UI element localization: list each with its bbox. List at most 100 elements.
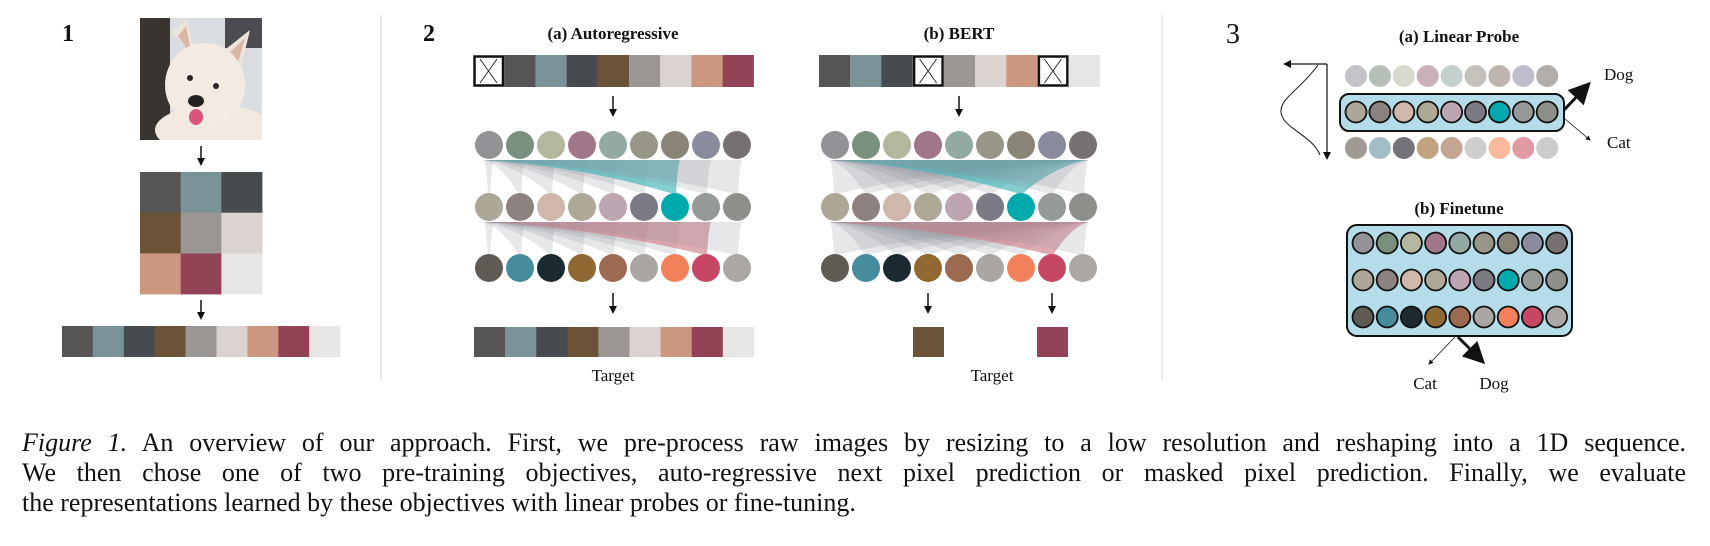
layer3-node: [914, 254, 942, 282]
pixel-cell: [221, 172, 263, 213]
input-pixel: [1006, 55, 1038, 87]
attention-fan: [484, 160, 525, 194]
finetune-layer3-node: [1375, 305, 1399, 329]
attention-fan-highlight: [830, 160, 1088, 194]
finetune-layer2-node: [1521, 268, 1544, 292]
layer2-node: [1069, 193, 1097, 221]
mask-cross-icon: [479, 58, 498, 84]
layer2-node: [945, 193, 973, 221]
probe-layer-node: [1368, 100, 1392, 124]
target-pixel: [567, 327, 599, 357]
mask-cross-icon: [919, 58, 937, 84]
layer1-node: [661, 131, 689, 159]
layer2-node: [821, 193, 849, 221]
dog-arrow-icon: [1456, 335, 1486, 365]
layer1-node: [475, 131, 503, 159]
finetune-layer2-node: [1375, 268, 1399, 292]
probe-layer-below-node: [1368, 137, 1391, 159]
layer1-node: [976, 131, 1004, 159]
input-pixel: [722, 55, 754, 87]
attention-fan: [484, 222, 525, 255]
probe-layer-below-node: [1416, 137, 1439, 159]
mask-cross-icon: [1044, 58, 1062, 84]
layer2-node: [883, 193, 911, 221]
layer1-node: [723, 131, 751, 159]
layer1-node: [852, 131, 880, 159]
finetune-diagram: [1351, 231, 1568, 329]
layer2-node: [599, 193, 627, 221]
sequence-pixel: [92, 326, 125, 357]
layer3-node: [506, 254, 534, 282]
probe-layer-below-node: [1345, 137, 1367, 159]
linear-probe-diagram: [1344, 65, 1559, 159]
attention-fan: [484, 160, 556, 194]
layer2-node: [692, 193, 720, 221]
attention-fan: [484, 160, 711, 194]
layer2-node: [506, 193, 534, 221]
input-pixel: [597, 55, 630, 87]
attention-fan: [830, 222, 1088, 255]
probe-layer-node: [1392, 100, 1416, 124]
cat-arrow-icon: [1428, 336, 1456, 365]
layer3-node: [661, 254, 689, 282]
target-pixel: [629, 327, 661, 357]
layer2-node: [852, 193, 880, 221]
pixel-cell: [180, 172, 222, 213]
figure-diagram: 1 2 (a) Autoregressive (b) BERT Target T…: [62, 15, 1634, 393]
layer1-node: [568, 131, 596, 159]
probe-layer-above-node: [1368, 65, 1391, 87]
target-pixel: [722, 327, 755, 357]
pixel-cell: [180, 253, 222, 295]
attention-fan: [830, 160, 1088, 194]
layer1-node: [945, 131, 973, 159]
probe-layer-below-node: [1440, 137, 1463, 159]
target-pixel: [536, 327, 568, 357]
caption-line-3: the representations learned by these obj…: [22, 488, 856, 517]
input-pixel: [1068, 55, 1100, 87]
caption-line-1: An overview of our approach. First, we p…: [141, 428, 1686, 457]
layer2-node: [537, 193, 565, 221]
attention-fan: [484, 222, 587, 255]
finetune-layer2-node: [1424, 268, 1447, 292]
attention-fan: [830, 222, 1088, 255]
finetune-layer2-node: [1400, 268, 1423, 292]
figure-caption: Figure 1. An overview of our approach. F…: [22, 428, 1686, 518]
finetune-layer2-node: [1545, 268, 1568, 292]
layer1-node: [537, 131, 565, 159]
attention-fan: [484, 160, 494, 194]
layer2-node: [475, 193, 503, 221]
input-pixel: [850, 55, 882, 87]
layer1-node: [821, 131, 849, 159]
bert-diagram: [819, 55, 1100, 357]
finetune-layer2-node: [1448, 268, 1472, 292]
sequence-pixel: [185, 326, 217, 357]
probe-layer-above-node: [1536, 65, 1559, 87]
target-pixel: [660, 327, 692, 357]
layer3-node: [1007, 254, 1035, 282]
layer3-node: [945, 254, 973, 282]
panel-number-3: 3: [1226, 19, 1240, 50]
layer3-node: [537, 254, 565, 282]
target-pixel: [691, 327, 723, 357]
layer2-node: [976, 193, 1004, 221]
layer1-node: [914, 131, 942, 159]
linear-probe-cat-label: Cat: [1607, 133, 1631, 152]
layer1-node: [692, 131, 720, 159]
finetune-cat-label: Cat: [1413, 374, 1437, 393]
sequence-pixel: [62, 326, 94, 357]
probe-layer-node: [1464, 100, 1487, 124]
attention-fan: [830, 160, 1088, 194]
attention-fan: [830, 222, 1088, 255]
pixel-cell: [221, 253, 263, 295]
finetune-layer3-node: [1424, 305, 1447, 329]
sequence-pixel: [247, 326, 279, 357]
panel-number-1: 1: [62, 21, 74, 47]
input-pixel: [819, 55, 851, 87]
layer3-node: [475, 254, 503, 282]
finetune-layer1-node: [1496, 231, 1520, 255]
bert-target-label: Target: [971, 366, 1014, 385]
probe-layer-below-node: [1464, 137, 1487, 159]
attention-fan: [484, 222, 556, 255]
bert-title: (b) BERT: [924, 24, 995, 43]
input-pixel: [691, 55, 723, 87]
